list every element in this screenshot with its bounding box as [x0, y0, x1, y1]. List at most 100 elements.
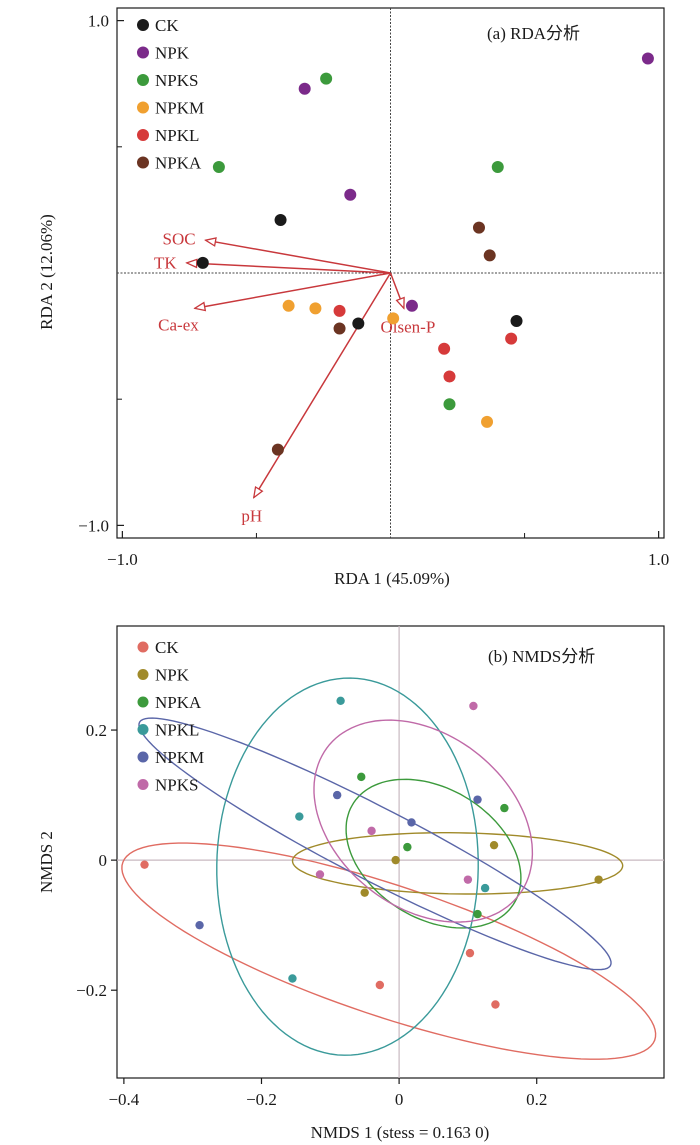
nmds-plot-frame — [116, 625, 665, 1079]
nmds-point-npk — [594, 875, 603, 884]
vector-soc-arrow — [205, 240, 391, 274]
nmds-point-npkm — [332, 790, 342, 800]
rda-point-ck — [196, 256, 209, 269]
nmds-point-npkm — [473, 795, 482, 804]
nmds-y-tick-label: −0.2 — [76, 981, 107, 1000]
rda-point-npka — [333, 322, 346, 335]
legend-label-npks: NPKS — [155, 776, 198, 795]
nmds-point-ck — [375, 980, 385, 990]
nmds-point-npks — [463, 875, 473, 884]
legend-marker-npka — [137, 696, 149, 708]
rda-legend: CK NPK NPKS NPKM NPKL NPKA — [137, 16, 204, 173]
rda-point-npk — [344, 188, 357, 201]
legend-marker-npk — [137, 669, 149, 680]
nmds-panel: −0.4 −0.2 0 0.2 −0.2 0 0.2 CK NPK NPKA NPKL NPKM NP… — [37, 625, 665, 1142]
nmds-point-npk — [391, 855, 400, 865]
rda-x-tick-label: −1.0 — [107, 550, 138, 569]
legend-label-ck: CK — [155, 16, 179, 35]
rda-point-npkl — [333, 304, 346, 317]
rda-point-npkl — [443, 370, 456, 383]
vector-ca-ex-arrow — [195, 272, 391, 308]
rda-point-npka — [472, 221, 485, 234]
nmds-point-npkl — [295, 812, 304, 821]
legend-label-npks: NPKS — [155, 71, 198, 90]
vector-ca-ex-label: Ca-ex — [158, 315, 199, 334]
rda-point-npka — [483, 249, 496, 262]
vector-olsen-p-arrow — [389, 272, 404, 308]
legend-label-npk: NPK — [155, 44, 190, 63]
rda-axis-ticks: −1.0 1.0 −1.0 1.0 — [78, 12, 669, 569]
nmds-point-npka — [473, 909, 482, 919]
rda-y-tick-label: 1.0 — [88, 12, 109, 31]
vector-soc-label: SOC — [163, 229, 196, 248]
nmds-data-points — [140, 696, 603, 1009]
nmds-legend: CK NPK NPKA NPKL NPKM NPKS — [137, 638, 204, 795]
nmds-point-npka — [403, 842, 412, 852]
rda-point-ck — [274, 214, 287, 226]
rda-point-npk — [405, 299, 418, 312]
nmds-point-npka — [500, 803, 509, 813]
nmds-point-npkl — [288, 974, 297, 983]
rda-point-npkm — [309, 302, 322, 315]
legend-label-npkm: NPKM — [155, 99, 204, 118]
rda-point-npkl — [438, 342, 451, 355]
rda-point-ck — [510, 314, 523, 327]
nmds-x-tick-label: −0.2 — [246, 1090, 277, 1109]
nmds-y-tick-label: 0 — [99, 851, 108, 870]
nmds-point-npka — [357, 772, 366, 782]
rda-point-npkm — [387, 312, 400, 325]
rda-point-npks — [443, 398, 456, 411]
nmds-point-npk — [489, 840, 499, 850]
legend-label-npkl: NPKL — [155, 721, 199, 740]
legend-marker-npkl — [137, 724, 149, 735]
nmds-ellipse-npka — [345, 778, 522, 929]
vector-tk-arrow — [187, 263, 391, 274]
nmds-point-ck — [491, 1000, 500, 1009]
nmds-y-axis-label: NMDS 2 — [37, 831, 56, 893]
nmds-y-tick-label: 0.2 — [86, 721, 107, 740]
nmds-ellipse-npk — [291, 832, 624, 895]
rda-point-npks — [320, 72, 333, 85]
rda-point-npkm — [282, 299, 295, 312]
nmds-point-npkl — [336, 696, 345, 705]
rda-y-axis-label: RDA 2 (12.06%) — [37, 214, 56, 330]
rda-point-npk — [641, 52, 654, 65]
nmds-x-axis-label: NMDS 1 (stess = 0.163 0) — [311, 1123, 490, 1142]
legend-marker-ck — [137, 641, 149, 653]
legend-marker-npka — [137, 156, 149, 169]
nmds-confidence-ellipses — [121, 677, 657, 1060]
rda-point-npk — [298, 82, 311, 95]
legend-label-npkm: NPKM — [155, 748, 204, 767]
vector-tk-label: TK — [154, 253, 177, 272]
rda-chart-title: (a) RDA分析 — [487, 24, 580, 43]
legend-marker-npk — [137, 46, 149, 59]
nmds-point-npkl — [480, 883, 490, 893]
rda-point-npka — [271, 443, 284, 456]
nmds-x-tick-label: 0 — [395, 1090, 404, 1109]
legend-marker-ck — [137, 19, 149, 31]
legend-label-npkl: NPKL — [155, 126, 199, 145]
rda-x-tick-label: 1.0 — [648, 550, 669, 569]
nmds-point-npks — [367, 826, 376, 836]
nmds-ellipse-npkl — [216, 677, 479, 1056]
nmds-ellipse-ck — [121, 842, 657, 1060]
nmds-x-tick-label: 0.2 — [526, 1090, 547, 1109]
nmds-point-npk — [360, 888, 369, 897]
rda-data-points — [196, 52, 654, 456]
rda-point-npks — [212, 161, 225, 173]
legend-marker-npkm — [137, 751, 149, 763]
rda-point-npks — [491, 161, 504, 173]
legend-marker-npkm — [137, 101, 149, 114]
rda-point-npkl — [505, 332, 518, 345]
legend-label-npk: NPK — [155, 666, 190, 685]
nmds-axis-ticks: −0.4 −0.2 0 0.2 −0.2 0 0.2 — [76, 721, 547, 1109]
legend-marker-npks — [137, 74, 149, 86]
rda-x-axis-label: RDA 1 (45.09%) — [334, 569, 450, 588]
nmds-chart-title: (b) NMDS分析 — [488, 647, 595, 666]
nmds-point-npks — [469, 701, 478, 711]
nmds-point-ck — [465, 948, 475, 958]
nmds-point-npkm — [407, 818, 416, 827]
legend-label-npka: NPKA — [155, 154, 202, 173]
